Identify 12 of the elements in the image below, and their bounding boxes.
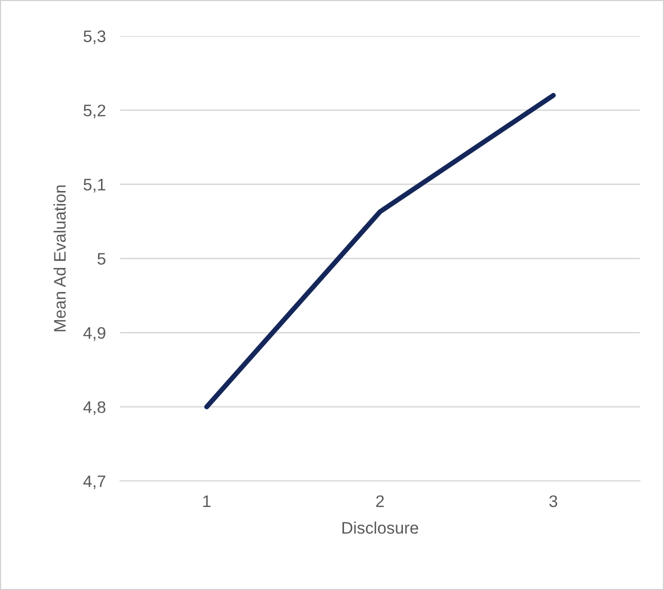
- x-tick-label: 3: [549, 495, 558, 508]
- y-tick-label: 5,3: [84, 30, 106, 44]
- x-tick-label: 2: [376, 495, 384, 507]
- y-tick-label: 5: [98, 253, 106, 265]
- y-tick-label: 4,8: [83, 401, 106, 416]
- y-tick-label: 4,9: [83, 327, 106, 341]
- y-tick-label: 5,1: [84, 178, 106, 193]
- x-tick-label: 1: [203, 496, 210, 507]
- y-axis-title: Mean Ad Evaluation: [54, 185, 66, 332]
- x-axis-title: Disclosure: [342, 522, 418, 534]
- y-tick-label: 5,2: [84, 104, 106, 118]
- y-tick-label: 4,7: [83, 476, 106, 490]
